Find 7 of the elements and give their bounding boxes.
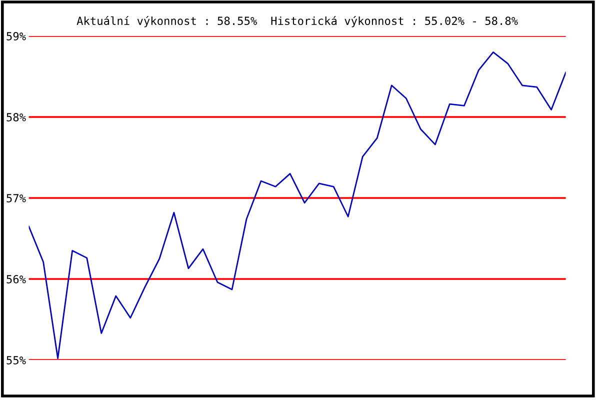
y-tick-label: 58% <box>6 113 26 122</box>
y-tick-label: 56% <box>6 275 26 284</box>
y-tick-label: 55% <box>6 356 26 364</box>
y-tick-label: 59% <box>6 32 26 40</box>
line-series <box>28 52 566 360</box>
y-tick-label: 57% <box>6 194 26 202</box>
chart-title: Aktuální výkonnost : 58.55% Historická výkonnost : 55.02% - 58.8% <box>76 16 518 28</box>
